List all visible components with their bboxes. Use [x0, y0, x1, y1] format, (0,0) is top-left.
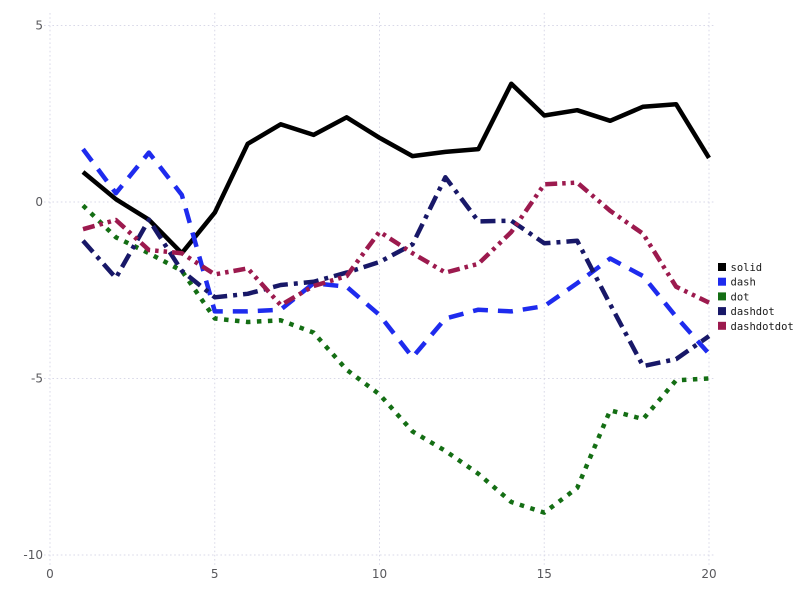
legend-label-dashdot: dashdot	[731, 306, 775, 318]
legend-label-dot: dot	[731, 291, 750, 303]
legend-swatch-dash	[718, 277, 726, 286]
x-tick-label-10: 10	[372, 567, 387, 581]
legend-swatch-dashdot	[718, 307, 726, 316]
x-tick-label-5: 5	[211, 567, 219, 581]
y-tick-label--5: -5	[31, 372, 43, 386]
legend-label-dash: dash	[731, 277, 756, 289]
x-tick-label-20: 20	[701, 567, 716, 581]
legend-swatch-solid	[718, 263, 726, 271]
legend-label-dashdotdot: dashdotdot	[731, 321, 794, 333]
y-tick-label-5: 5	[35, 19, 43, 33]
legend-swatch-dot	[718, 292, 726, 301]
x-tick-label-0: 0	[46, 567, 54, 581]
series-line-dashdot	[81, 175, 711, 369]
y-tick-label--10: -10	[23, 548, 43, 562]
x-tick-label-15: 15	[537, 567, 552, 581]
legend-label-solid: solid	[731, 262, 763, 274]
y-tick-label-0: 0	[35, 195, 43, 209]
legend-swatch-dashdotdot	[718, 321, 726, 330]
series-line-dash	[81, 147, 711, 360]
series-line-solid	[81, 81, 711, 256]
series-line-dashdotdot	[82, 180, 710, 308]
